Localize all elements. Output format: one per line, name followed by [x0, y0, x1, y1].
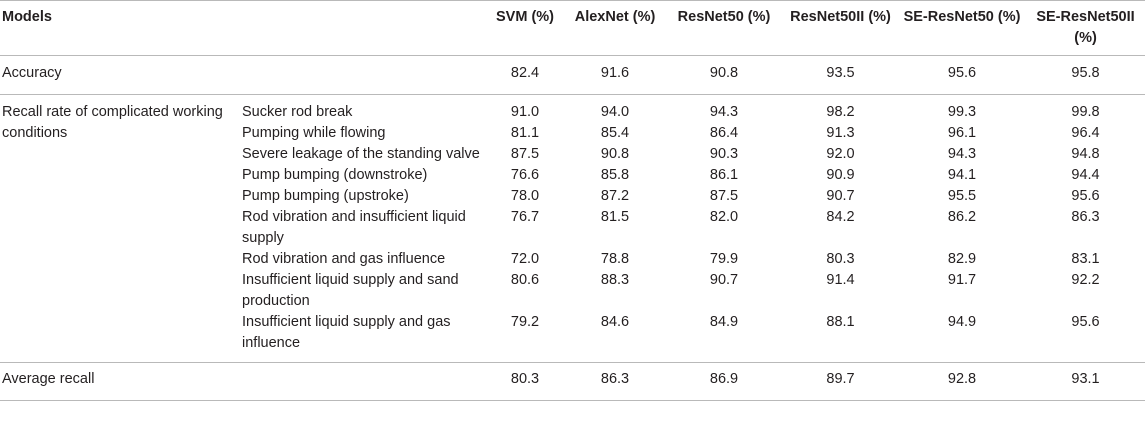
recall-resnet50: 94.3 [709, 104, 739, 120]
recall-se-resnet50ii: 94.4 [1071, 167, 1100, 183]
recall-resnet50: 84.9 [665, 312, 784, 363]
recall-svm: 91.0 [510, 104, 540, 120]
recall-se-resnet50: 94.9 [898, 312, 1027, 363]
recall-se-resnet50: 86.2 [947, 209, 977, 225]
recall-se-resnet50ii: 95.6 [1026, 312, 1145, 363]
recall-resnet50: 82.0 [709, 209, 739, 225]
recall-alexnet: 84.6 [565, 312, 666, 363]
recall-se-resnet50: 94.3 [947, 146, 977, 162]
header-svm: SVM (%) [485, 0, 566, 56]
header-alexnet: AlexNet (%) [565, 0, 666, 56]
recall-row: Recall rate of complicated working condi… [0, 94, 1145, 363]
recall-group-label: Recall rate of complicated working condi… [0, 94, 240, 363]
recall-se-resnet50: 99.3 [947, 104, 977, 120]
header-resnet50: ResNet50 (%) [665, 0, 784, 56]
recall-row: Pump bumping (upstroke) 78.0 87.2 87.5 90.7 9… [0, 186, 1145, 207]
recall-resnet50: 90.7 [709, 272, 739, 288]
condition-label: Insufficient liquid supply and gas influ… [240, 312, 486, 363]
recall-resnet50ii: 90.9 [826, 167, 855, 183]
average-resnet50: 86.9 [665, 362, 784, 401]
recall-row: Pumping while flowing 81.1 85.4 86.4 91.3 96.… [0, 123, 1145, 144]
condition-label: Pump bumping (upstroke) [242, 188, 409, 204]
recall-resnet50ii: 91.3 [826, 125, 855, 141]
header-se-resnet50: SE-ResNet50 (%) [898, 0, 1027, 56]
recall-se-resnet50ii: 95.6 [1071, 188, 1100, 204]
recall-svm: 76.6 [510, 167, 540, 183]
average-resnet50ii: 89.7 [783, 362, 899, 401]
recall-se-resnet50: 82.9 [947, 251, 977, 267]
recall-resnet50ii: 88.1 [783, 312, 899, 363]
recall-se-resnet50ii: 94.8 [1071, 146, 1100, 162]
accuracy-alexnet: 91.6 [565, 55, 666, 95]
recall-row: Insufficient liquid supply and sand prod… [0, 270, 1145, 312]
average-svm: 80.3 [485, 362, 566, 401]
average-alexnet: 86.3 [565, 362, 666, 401]
header-se-resnet50ii: SE-ResNet50II (%) [1026, 0, 1145, 56]
accuracy-label: Accuracy [0, 55, 486, 95]
recall-se-resnet50ii: 96.4 [1071, 125, 1100, 141]
header-resnet50ii: ResNet50II (%) [783, 0, 899, 56]
recall-alexnet: 78.8 [600, 251, 630, 267]
recall-se-resnet50: 94.1 [947, 167, 977, 183]
condition-label: Insufficient liquid supply and sand prod… [242, 272, 459, 309]
condition-label: Sucker rod break [242, 104, 353, 120]
recall-alexnet: 87.2 [600, 188, 630, 204]
recall-alexnet: 81.5 [600, 209, 630, 225]
recall-resnet50ii: 90.7 [826, 188, 855, 204]
recall-resnet50: 86.4 [709, 125, 739, 141]
results-table: Models SVM (%) AlexNet (%) ResNet50 (%) … [0, 0, 1145, 401]
recall-row: Pump bumping (downstroke) 76.6 85.8 86.1 90.… [0, 165, 1145, 186]
average-se-resnet50ii: 93.1 [1026, 362, 1145, 401]
recall-resnet50ii: 98.2 [826, 104, 855, 120]
header-row: Models SVM (%) AlexNet (%) ResNet50 (%) … [0, 0, 1145, 56]
recall-se-resnet50: 91.7 [947, 272, 977, 288]
recall-resnet50ii: 84.2 [826, 209, 855, 225]
recall-se-resnet50ii: 86.3 [1071, 209, 1100, 225]
recall-svm: 80.6 [510, 272, 540, 288]
accuracy-se-resnet50: 95.6 [898, 55, 1027, 95]
recall-alexnet: 88.3 [600, 272, 630, 288]
recall-se-resnet50ii: 99.8 [1071, 104, 1100, 120]
recall-svm: 81.1 [510, 125, 540, 141]
condition-label: Pumping while flowing [242, 125, 386, 141]
recall-svm: 79.2 [485, 312, 566, 363]
average-recall-label: Average recall [0, 362, 486, 401]
recall-svm: 87.5 [510, 146, 540, 162]
accuracy-svm: 82.4 [485, 55, 566, 95]
condition-label: Rod vibration and insufficient liquid su… [242, 209, 466, 246]
average-recall-row: Average recall 80.3 86.3 86.9 89.7 92.8 93.1 [0, 362, 1145, 401]
recall-resnet50ii: 92.0 [826, 146, 855, 162]
accuracy-resnet50: 90.8 [665, 55, 784, 95]
recall-svm: 72.0 [510, 251, 540, 267]
recall-svm: 78.0 [510, 188, 540, 204]
recall-alexnet: 90.8 [600, 146, 630, 162]
recall-alexnet: 85.8 [600, 167, 630, 183]
recall-resnet50: 90.3 [709, 146, 739, 162]
recall-resnet50: 87.5 [709, 188, 739, 204]
recall-resnet50: 79.9 [709, 251, 739, 267]
accuracy-resnet50ii: 93.5 [783, 55, 899, 95]
recall-resnet50ii: 91.4 [826, 272, 855, 288]
accuracy-se-resnet50ii: 95.8 [1026, 55, 1145, 95]
recall-resnet50: 86.1 [709, 167, 739, 183]
recall-alexnet: 94.0 [600, 104, 630, 120]
recall-row: Rod vibration and gas influence 72.0 78.8 7… [0, 249, 1145, 270]
condition-label: Severe leakage of the standing valve [242, 146, 480, 162]
header-models: Models [0, 0, 486, 56]
average-se-resnet50: 92.8 [898, 362, 1027, 401]
recall-resnet50ii: 80.3 [826, 251, 855, 267]
recall-row: Severe leakage of the standing valve 87.5… [0, 144, 1145, 165]
recall-row: Rod vibration and insufficient liquid su… [0, 207, 1145, 249]
recall-se-resnet50: 95.5 [947, 188, 977, 204]
condition-label: Rod vibration and gas influence [242, 251, 446, 267]
recall-svm: 76.7 [510, 209, 540, 225]
condition-label: Pump bumping (downstroke) [242, 167, 428, 183]
recall-se-resnet50ii: 92.2 [1071, 272, 1100, 288]
recall-se-resnet50ii: 83.1 [1071, 251, 1100, 267]
recall-row: Insufficient liquid supply and gas influ… [0, 312, 1145, 363]
recall-se-resnet50: 96.1 [947, 125, 977, 141]
recall-alexnet: 85.4 [600, 125, 630, 141]
accuracy-row: Accuracy 82.4 91.6 90.8 93.5 95.6 95.8 [0, 55, 1145, 95]
